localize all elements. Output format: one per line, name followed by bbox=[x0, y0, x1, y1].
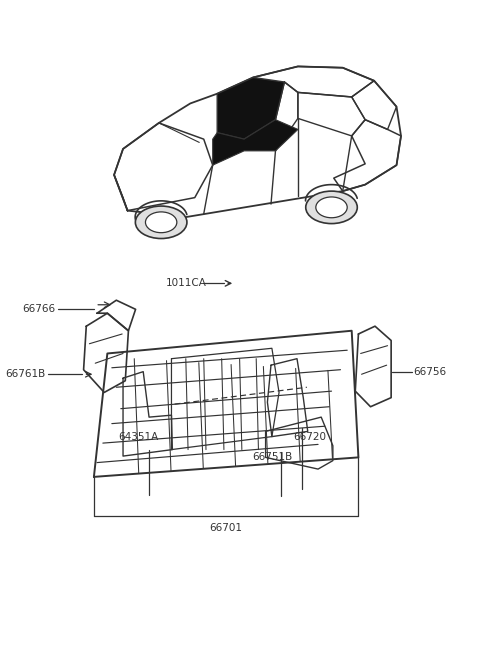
Text: 66701: 66701 bbox=[210, 523, 243, 533]
Ellipse shape bbox=[316, 197, 347, 217]
Text: 1011CA: 1011CA bbox=[166, 278, 206, 288]
Ellipse shape bbox=[145, 212, 177, 233]
Text: 66720: 66720 bbox=[293, 432, 326, 441]
Ellipse shape bbox=[306, 191, 357, 223]
Text: 64351A: 64351A bbox=[119, 432, 159, 441]
Polygon shape bbox=[213, 120, 298, 165]
Ellipse shape bbox=[135, 206, 187, 238]
Text: 66766: 66766 bbox=[23, 305, 56, 314]
Text: 66756: 66756 bbox=[414, 367, 447, 377]
Text: 66761B: 66761B bbox=[6, 369, 46, 379]
Polygon shape bbox=[217, 77, 285, 139]
Text: 66751B: 66751B bbox=[252, 453, 292, 462]
